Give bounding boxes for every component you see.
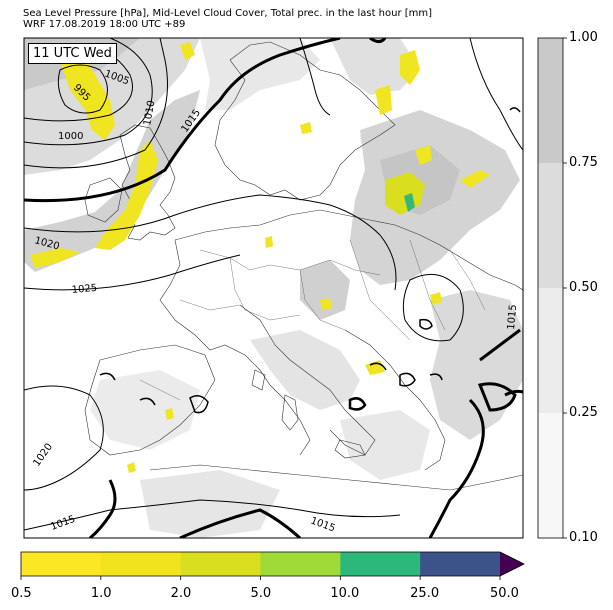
cloud-colorbar-tick-label: 0.50 xyxy=(569,280,598,295)
precip-colorbar-segment xyxy=(100,552,182,576)
precip-colorbar-tick-label: 50.0 xyxy=(490,586,519,601)
chart-subtitle: WRF 17.08.2019 18:00 UTC +89 xyxy=(23,19,186,30)
isobar-label: 1010 xyxy=(142,100,157,127)
cloud-colorbar xyxy=(538,37,567,539)
cloud-colorbar-segment xyxy=(538,288,563,413)
precip-colorbar-frame xyxy=(20,551,525,577)
precip-colorbar-tick-label: 2.0 xyxy=(170,586,192,601)
precip-colorbar-segment xyxy=(420,552,501,576)
precipitation-layer xyxy=(30,42,490,473)
precip-colorbar-tick-label: 1.0 xyxy=(90,586,112,601)
isobar-label: 1015 xyxy=(506,304,519,330)
precip-colorbar-segment xyxy=(180,552,261,576)
cloud-colorbar-segment xyxy=(538,38,563,163)
cloud-colorbar-tick-label: 0.25 xyxy=(569,405,598,420)
precip-colorbar-extend-arrow xyxy=(500,552,524,576)
coastlines xyxy=(84,41,523,491)
precip-colorbar-tick-label: 25.0 xyxy=(410,586,440,601)
precip-colorbar-segment xyxy=(21,552,102,576)
precip-colorbar-tick-label: 5.0 xyxy=(250,586,272,601)
country-borders xyxy=(139,239,486,401)
precip-colorbar xyxy=(20,552,524,580)
isobar-labels: 995 1000 1005 1010 1015 1020 1025 1020 1… xyxy=(31,68,519,534)
cloud-colorbar-frame xyxy=(537,37,564,539)
map-frame xyxy=(23,37,524,539)
isobars xyxy=(24,38,523,538)
cloud-colorbar-segment xyxy=(538,413,563,538)
time-annotation: 11 UTC Wed xyxy=(28,43,117,64)
cloud-colorbar-tick-label: 0.10 xyxy=(569,530,598,545)
chart-title: Sea Level Pressure [hPa], Mid-Level Clou… xyxy=(23,8,433,19)
precip-colorbar-segment xyxy=(260,552,341,576)
precip-colorbar-tick-label: 0.5 xyxy=(11,586,32,601)
cloud-colorbar-tick-label: 1.00 xyxy=(569,30,598,45)
precip-colorbar-segment xyxy=(340,552,421,576)
precip-colorbar-tick-label: 10.0 xyxy=(330,586,360,601)
cloud-colorbar-segment xyxy=(538,163,563,288)
isobar-label: 1025 xyxy=(71,283,97,296)
cloud-colorbar-tick-label: 0.75 xyxy=(569,155,598,170)
isobar-label: 1000 xyxy=(58,131,83,142)
